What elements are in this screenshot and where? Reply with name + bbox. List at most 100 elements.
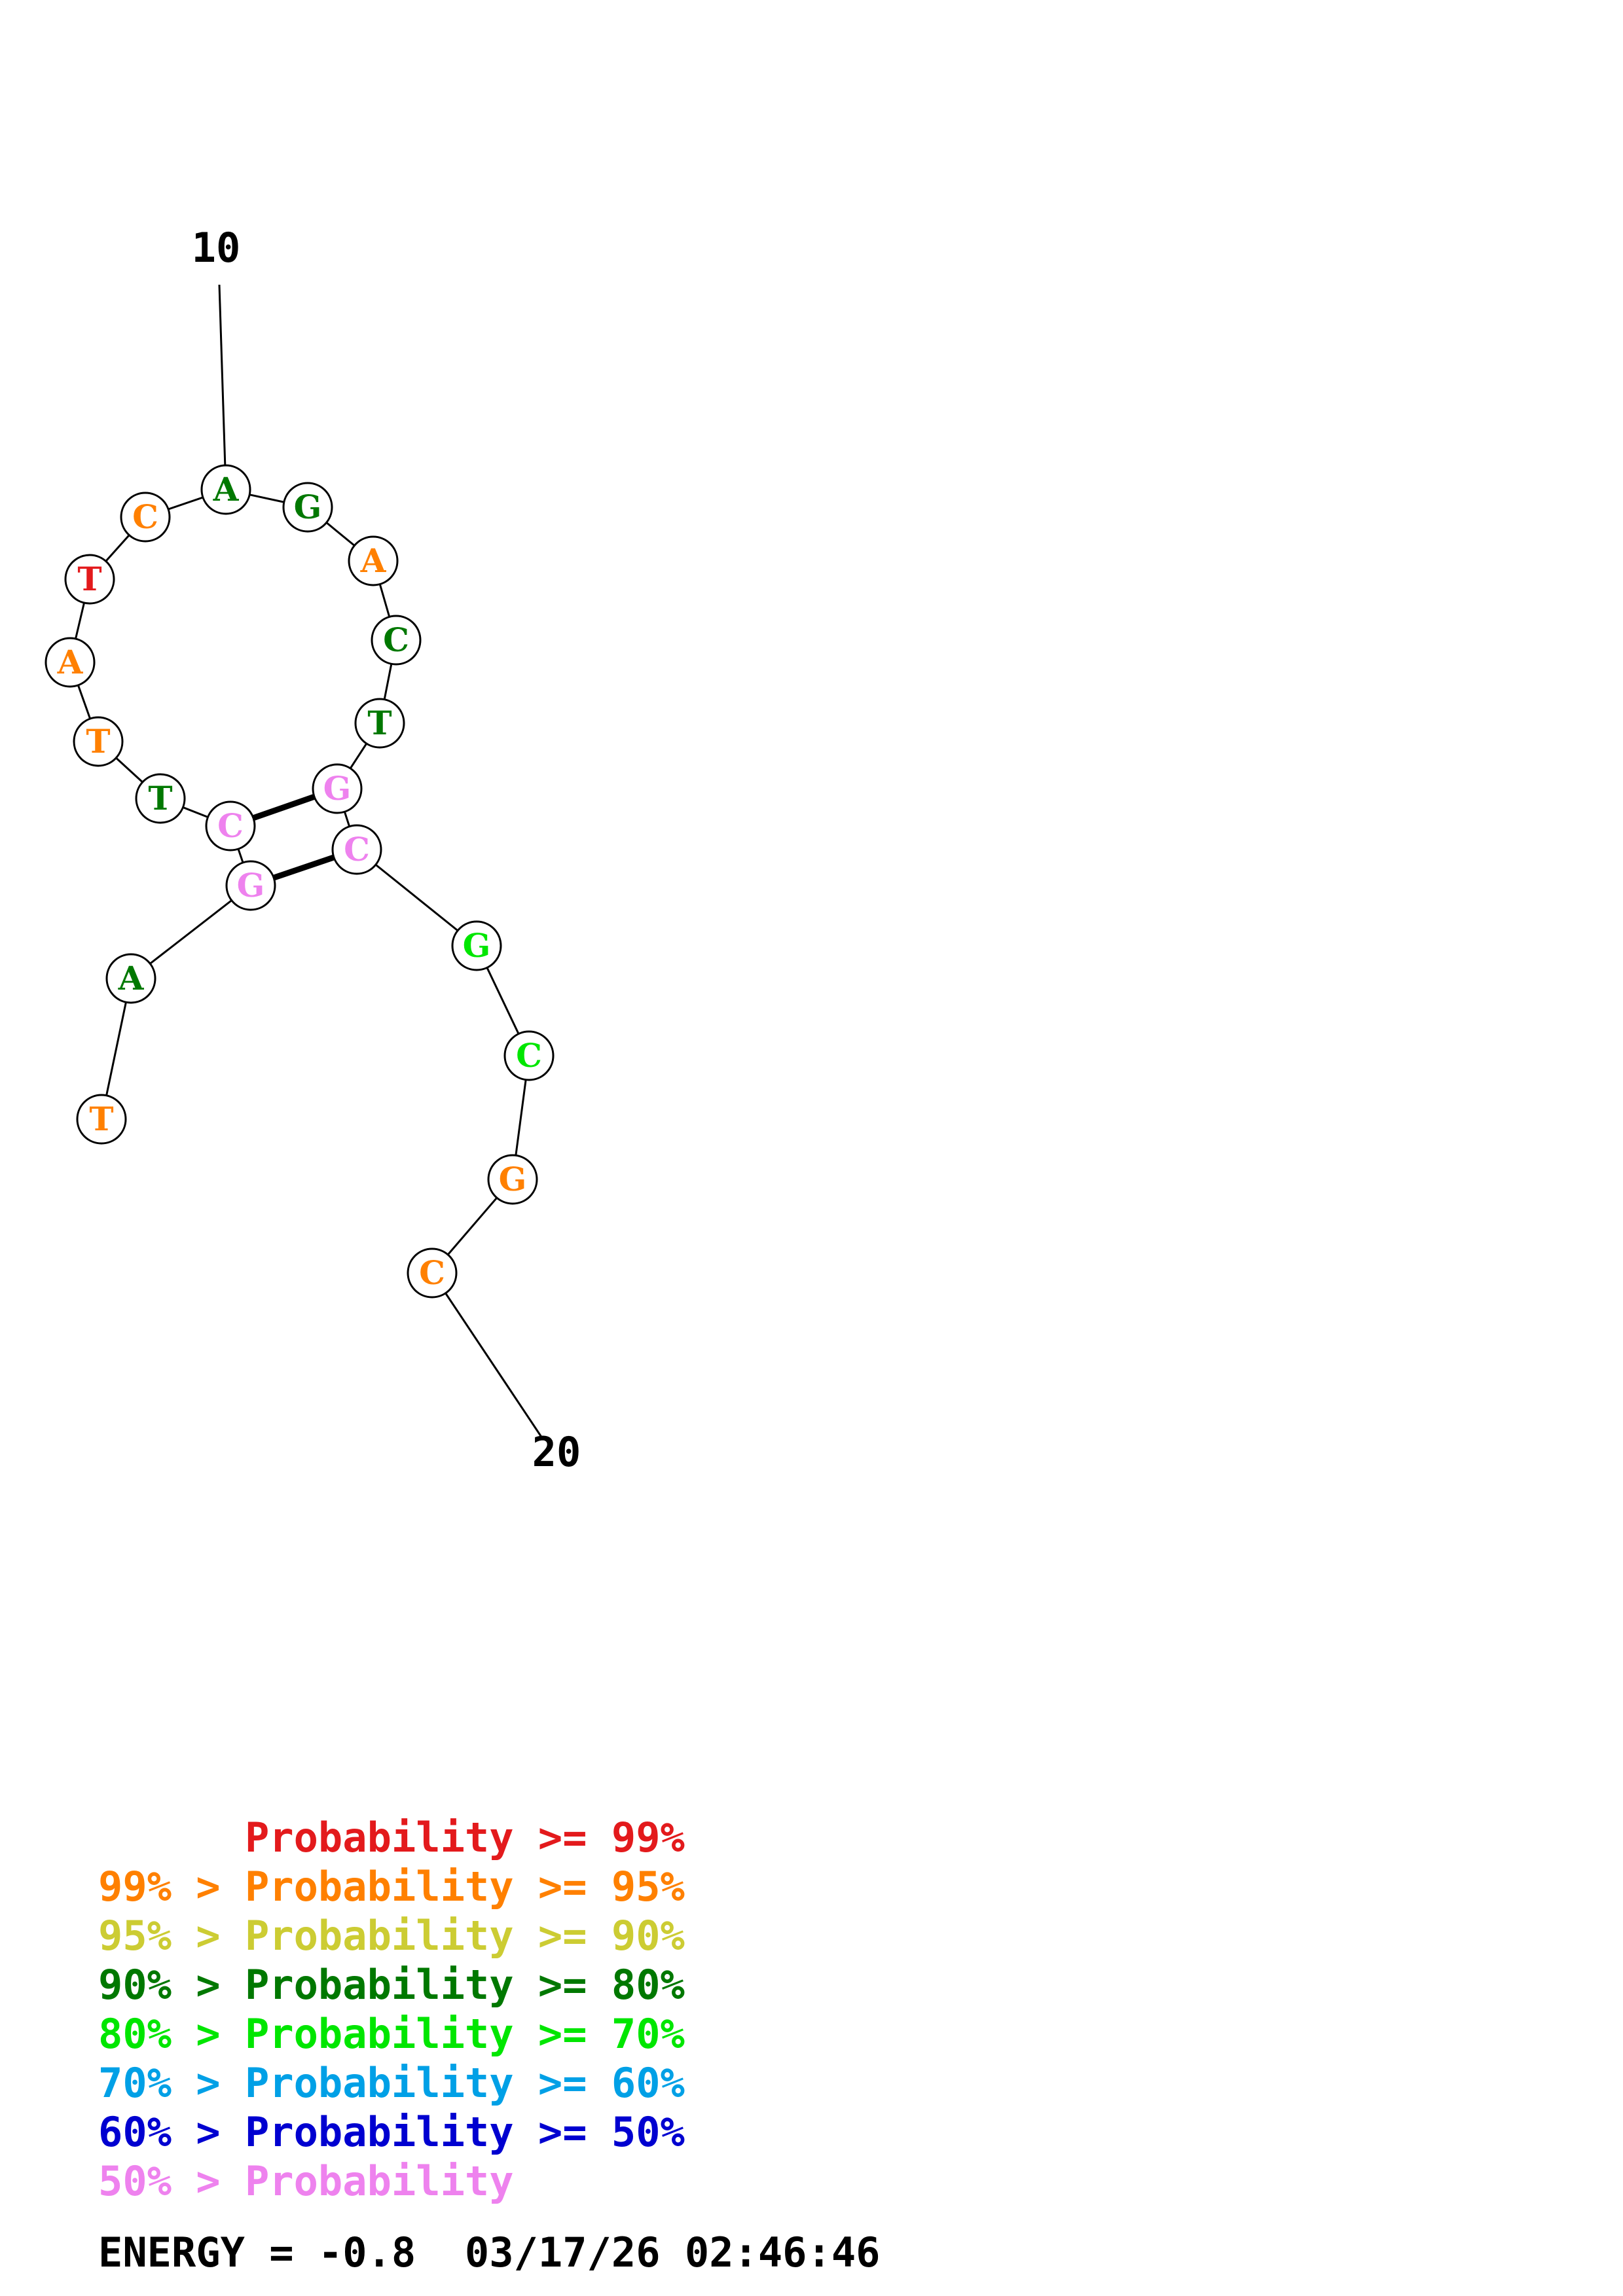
base-letter: A	[213, 470, 240, 509]
base-letter: T	[86, 722, 110, 761]
base-node: A	[348, 535, 399, 586]
tick-labels: 10 20	[192, 224, 581, 1476]
base-node: C	[503, 1030, 555, 1081]
legend-label: Probability	[244, 2059, 514, 2107]
base-letter: A	[57, 643, 84, 681]
legend-label: Probability	[244, 1912, 514, 1960]
legend-suffix: >= 50%	[538, 2108, 685, 2156]
base-node: T	[73, 716, 124, 767]
legend-prefix: 70% >	[98, 2059, 221, 2107]
legend-prefix: 99% >	[98, 1863, 221, 1910]
base-node: T	[64, 554, 115, 605]
legend-suffix: >= 99%	[538, 1814, 685, 1861]
base-letter: G	[499, 1160, 527, 1198]
legend-prefix: 50% >	[98, 2157, 221, 2205]
legend-label: Probability	[244, 1863, 514, 1910]
base-circle	[354, 698, 405, 749]
base-circle	[205, 800, 256, 852]
legend-row: 60% > Probability >= 50%	[98, 2108, 685, 2157]
base-letter: T	[148, 779, 172, 817]
base-circle	[331, 824, 382, 875]
legend-row: Probability >= 99%	[98, 1813, 685, 1862]
base-circle	[487, 1154, 538, 1205]
legend-label: Probability	[244, 2157, 514, 2205]
base-node: G	[312, 763, 363, 814]
base-circle	[503, 1030, 555, 1081]
base-node: G	[225, 860, 276, 911]
legend-suffix: >= 95%	[538, 1863, 685, 1910]
base-circle	[73, 716, 124, 767]
base-node: C	[120, 492, 171, 543]
base-letter: C	[344, 830, 370, 869]
energy-footer: ENERGY = -0.8 03/17/26 02:46:46	[98, 2229, 880, 2276]
legend-suffix: >= 60%	[538, 2059, 685, 2107]
legend-prefix: 80% >	[98, 2010, 221, 2058]
legend-prefix: 95% >	[98, 1912, 221, 1960]
backbone-link	[356, 848, 477, 947]
base-node: C	[331, 824, 382, 875]
legend-row: 50% > Probability	[98, 2157, 685, 2206]
base-circle	[135, 773, 186, 824]
base-circle	[407, 1247, 458, 1299]
base-letter: T	[77, 560, 101, 598]
base-letter: G	[463, 926, 491, 965]
base-node: C	[205, 800, 256, 852]
base-node: C	[407, 1247, 458, 1299]
base-node: G	[487, 1154, 538, 1205]
base-node: A	[105, 953, 156, 1004]
base-letter: T	[89, 1100, 113, 1138]
timestamp: 03/17/26 02:46:46	[464, 2229, 881, 2276]
base-circle	[200, 464, 251, 515]
base-pair-bond	[272, 854, 335, 881]
base-circle	[348, 535, 399, 586]
legend-label: Probability	[244, 2010, 514, 2058]
legend-row: 95% > Probability >= 90%	[98, 1911, 685, 1960]
backbone-link	[130, 884, 251, 980]
legend-suffix: >= 80%	[538, 1961, 685, 2009]
legend-label: Probability	[244, 1814, 514, 1861]
legend-label: Probability	[244, 1961, 514, 2009]
base-letter: G	[294, 488, 322, 526]
base-node: G	[451, 920, 502, 971]
legend-label: Probability	[244, 2108, 514, 2156]
base-circle	[64, 554, 115, 605]
base-letter: G	[323, 769, 352, 808]
legend-row: 90% > Probability >= 80%	[98, 1960, 685, 2009]
base-letter: A	[360, 541, 387, 580]
base-pair-bond	[252, 793, 316, 821]
base-letter: C	[419, 1253, 445, 1292]
base-node: T	[76, 1094, 127, 1145]
base-circle	[225, 860, 276, 911]
tick-label: 10	[192, 224, 241, 272]
legend-suffix: >= 70%	[538, 2010, 685, 2058]
base-circle	[105, 953, 156, 1004]
base-node: C	[371, 615, 422, 666]
base-circle	[371, 615, 422, 666]
base-circle	[282, 482, 333, 533]
legend-prefix: 90% >	[98, 1961, 221, 2009]
base-circle	[76, 1094, 127, 1145]
base-circle	[120, 492, 171, 543]
base-node: A	[200, 464, 251, 515]
pair-bonds	[252, 793, 335, 881]
base-letter: C	[516, 1036, 542, 1075]
base-letter: C	[383, 620, 409, 659]
legend-suffix: >= 90%	[538, 1912, 685, 1960]
base-letter: C	[217, 806, 244, 845]
base-letter: T	[367, 704, 392, 742]
base-circle	[451, 920, 502, 971]
tick-line	[218, 284, 227, 490]
base-node: G	[282, 482, 333, 533]
tick-label: 20	[532, 1428, 581, 1476]
base-node: T	[354, 698, 405, 749]
base-node: T	[135, 773, 186, 824]
probability-legend: Probability >= 99% 99% > Probability >= 95…	[98, 1813, 685, 2206]
base-letter: C	[132, 497, 158, 536]
base-circle	[312, 763, 363, 814]
legend-prefix: 60% >	[98, 2108, 221, 2156]
legend-row: 70% > Probability >= 60%	[98, 2058, 685, 2108]
legend-row: 99% > Probability >= 95%	[98, 1862, 685, 1911]
base-circle	[45, 637, 96, 688]
base-node: A	[45, 637, 96, 688]
